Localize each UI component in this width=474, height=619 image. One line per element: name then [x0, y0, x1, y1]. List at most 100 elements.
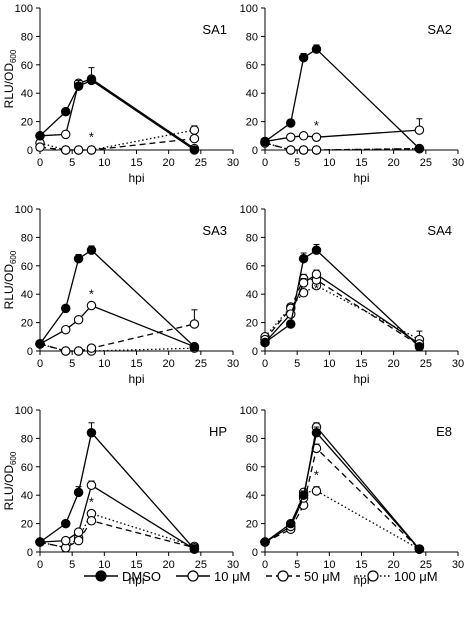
- panel-title: HP: [209, 424, 227, 439]
- data-point: [86, 516, 97, 526]
- significance-asterisk: *: [314, 118, 319, 133]
- x-tick-label: 25: [195, 559, 207, 571]
- data-point: [414, 125, 425, 135]
- panel-hp: 0 20 40 60 80 100 0 5 10 15 20 25 30 hpi RLU/OD600 HP *: [2, 405, 239, 587]
- series-dmso: [35, 75, 200, 155]
- data-point: [60, 106, 71, 117]
- x-tick-label: 5: [69, 559, 75, 571]
- x-tick-label: 0: [262, 559, 268, 571]
- y-axis-label-main: RLU/OD: [2, 63, 16, 109]
- series-50m: [35, 133, 200, 155]
- y-tick-label: 40: [246, 88, 258, 100]
- series-dmso: [35, 422, 200, 554]
- x-tick-label: 25: [195, 157, 207, 169]
- data-point: [60, 324, 71, 335]
- data-point: [35, 142, 45, 152]
- data-point: [35, 131, 45, 141]
- data-point: [86, 480, 97, 491]
- panel-sa1: 0 20 40 60 80 100 0 5 10 15 20 25 30 hpi RLU/OD600 SA1 *: [2, 3, 239, 185]
- y-axis-label-subscript: 600: [9, 250, 18, 264]
- x-tick-label: 30: [227, 559, 239, 571]
- panel-e8: 0 20 40 60 80 100 0 5 10 15 20 25 30 hpi E8 *: [240, 405, 464, 587]
- legend-item-50um: 50 μM: [266, 569, 340, 584]
- series-100m: [35, 339, 200, 356]
- y-tick-label: 100: [240, 405, 258, 417]
- x-tick-label: 15: [130, 559, 142, 571]
- panel-sa3: 0 20 40 60 80 100 0 5 10 15 20 25 30 hpi RLU/OD600 SA3 *: [2, 204, 239, 386]
- y-tick-label: 80: [21, 31, 33, 43]
- legend-marker-dmso: [95, 570, 107, 582]
- x-tick-label: 10: [98, 358, 110, 370]
- series-50m: [260, 443, 425, 554]
- series-dmso: [260, 426, 425, 554]
- x-tick-label: 20: [388, 358, 400, 370]
- panel-sa4: 0 20 40 60 80 100 0 5 10 15 20 25 30 hpi SA4 *: [240, 204, 464, 386]
- series-10m: [35, 67, 200, 154]
- y-tick-label: 40: [21, 88, 33, 100]
- legend-label-dmso: DMSO: [122, 569, 161, 584]
- panel-title: SA4: [427, 223, 452, 238]
- data-point: [86, 343, 97, 353]
- y-tick-label: 100: [15, 204, 33, 216]
- x-tick-label: 10: [323, 157, 335, 169]
- y-axis-label-subscript: 600: [9, 451, 18, 465]
- data-point: [189, 145, 200, 155]
- data-point: [86, 75, 97, 86]
- data-point: [73, 346, 84, 356]
- x-tick-label: 5: [294, 157, 300, 169]
- x-axis-label: hpi: [353, 573, 369, 587]
- legend-item-100um: 100 μM: [356, 569, 438, 584]
- y-tick-label: 80: [246, 232, 258, 244]
- data-point: [60, 145, 71, 155]
- x-tick-label: 30: [452, 157, 464, 169]
- x-tick-label: 5: [69, 358, 75, 370]
- x-tick-label: 20: [163, 358, 175, 370]
- series-line: [39, 431, 195, 550]
- x-tick-label: 10: [98, 157, 110, 169]
- series-100m: [260, 486, 425, 554]
- x-tick-label: 20: [388, 157, 400, 169]
- series-100m: [260, 138, 425, 155]
- significance-asterisk: *: [89, 286, 94, 301]
- y-tick-label: 40: [246, 289, 258, 301]
- x-tick-label: 15: [355, 358, 367, 370]
- x-tick-label: 15: [130, 157, 142, 169]
- x-tick-label: 5: [69, 157, 75, 169]
- data-point: [189, 125, 200, 135]
- data-point: [86, 300, 97, 311]
- significance-asterisk: *: [89, 129, 94, 144]
- y-tick-label: 0: [27, 346, 33, 358]
- x-axis-label: hpi: [128, 573, 144, 587]
- y-tick-label: 100: [240, 3, 258, 15]
- x-tick-label: 30: [227, 157, 239, 169]
- series-100m: [260, 280, 425, 345]
- data-point: [311, 486, 322, 496]
- data-point: [60, 129, 71, 140]
- series-10m: [260, 422, 425, 554]
- y-tick-label: 100: [240, 204, 258, 216]
- x-tick-label: 30: [227, 358, 239, 370]
- data-point: [35, 537, 45, 547]
- x-tick-label: 25: [420, 157, 432, 169]
- series-dmso: [260, 244, 425, 352]
- data-point: [285, 118, 296, 128]
- data-point: [285, 132, 296, 142]
- data-point: [86, 145, 97, 155]
- x-tick-label: 20: [163, 157, 175, 169]
- data-point: [73, 535, 84, 546]
- series-50m: [260, 273, 425, 351]
- x-tick-label: 20: [388, 559, 400, 571]
- data-point: [285, 518, 296, 529]
- x-tick-label: 15: [355, 559, 367, 571]
- x-tick-label: 0: [37, 157, 43, 169]
- significance-asterisk: *: [314, 468, 319, 483]
- y-tick-label: 60: [246, 60, 258, 72]
- x-axis-label: hpi: [128, 372, 144, 386]
- y-tick-label: 40: [21, 490, 33, 502]
- legend: DMSO 10 μM 50 μM 100 μM: [84, 569, 438, 584]
- data-point: [60, 346, 71, 356]
- x-tick-label: 25: [420, 358, 432, 370]
- x-tick-label: 15: [130, 358, 142, 370]
- x-tick-label: 10: [98, 559, 110, 571]
- data-point: [73, 81, 84, 91]
